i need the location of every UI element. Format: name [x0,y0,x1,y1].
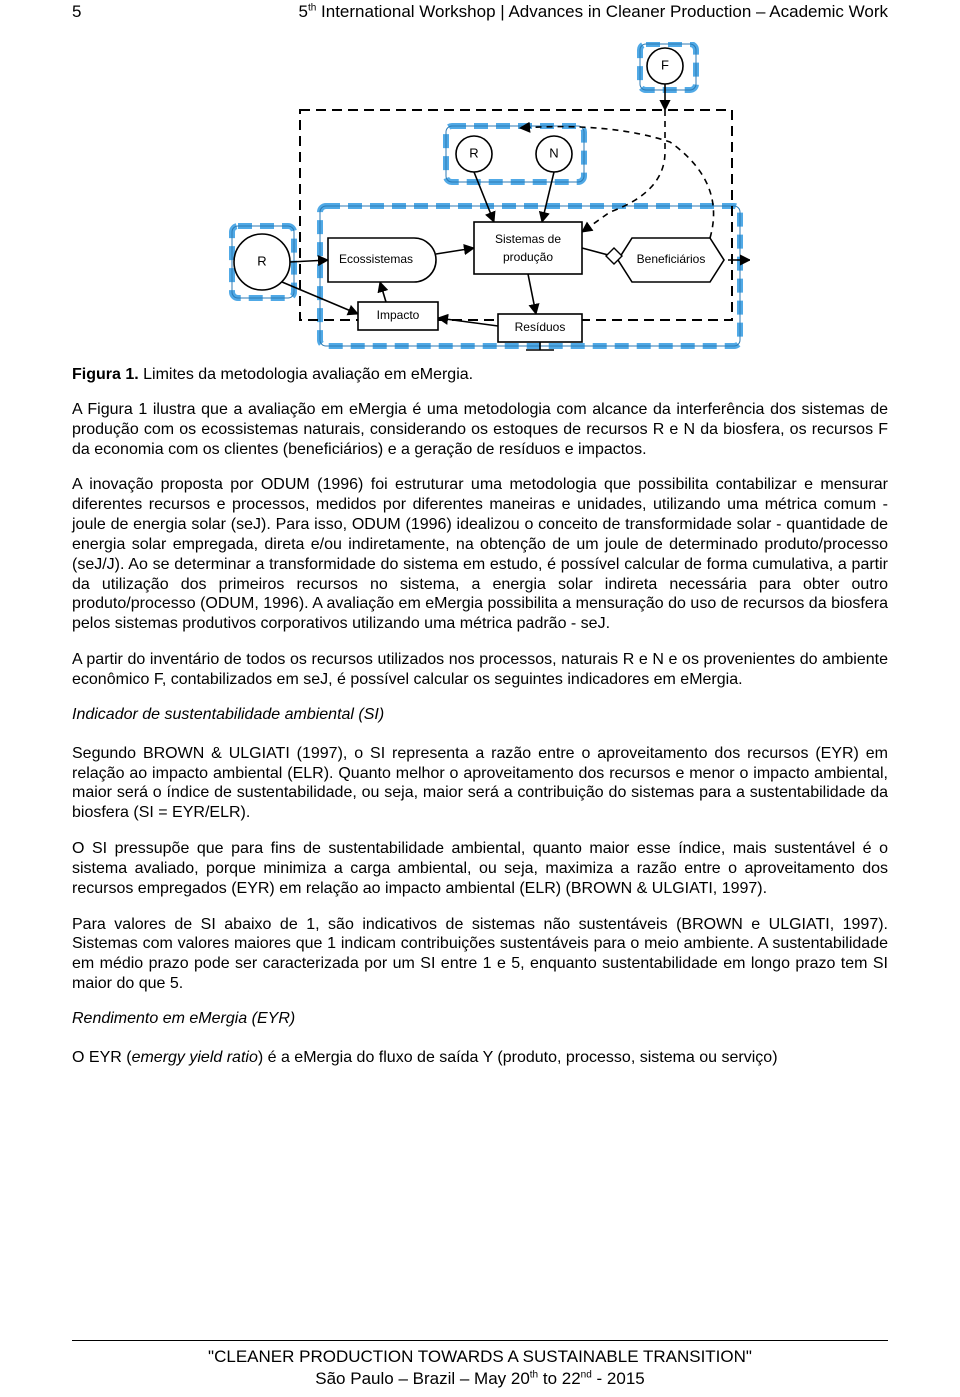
paragraph-1: A Figura 1 ilustra que a avaliação em eM… [72,400,888,459]
svg-text:Resíduos: Resíduos [515,320,566,334]
paragraph-4: Segundo BROWN & ULGIATI (1997), o SI rep… [72,744,888,823]
paragraph-7: O EYR (emergy yield ratio) é a eMergia d… [72,1048,888,1068]
page-header: 5 5th International Workshop | Advances … [72,0,888,22]
header-title: 5th International Workshop | Advances in… [92,2,888,22]
figure-1: F R N R Ecossistemas Sistemas de produção Benef… [210,42,750,352]
paragraph-3: A partir do inventário de todos os recur… [72,650,888,690]
svg-text:N: N [549,145,558,160]
section-heading-eyr: Rendimento em eMergia (EYR) [72,1010,888,1028]
svg-text:produção: produção [503,250,553,264]
svg-text:Impacto: Impacto [377,308,420,322]
svg-text:R: R [257,253,266,268]
svg-text:Beneficiários: Beneficiários [637,252,706,266]
paragraph-5: O SI pressupõe que para fins de sustenta… [72,839,888,898]
svg-text:R: R [469,145,478,160]
svg-text:Ecossistemas: Ecossistemas [339,252,413,266]
paragraph-6: Para valores de SI abaixo de 1, são indi… [72,915,888,994]
svg-text:Sistemas de: Sistemas de [495,232,561,246]
footer-line-1: "CLEANER PRODUCTION TOWARDS A SUSTAINABL… [208,1347,752,1366]
paragraph-2: A inovação proposta por ODUM (1996) foi … [72,475,888,634]
page-footer: "CLEANER PRODUCTION TOWARDS A SUSTAINABL… [72,1340,888,1389]
footer-line-2: São Paulo – Brazil – May 20th to 22nd - … [72,1369,888,1389]
page-number: 5 [72,2,92,22]
svg-text:F: F [661,57,669,72]
section-heading-si: Indicador de sustentabilidade ambiental … [72,706,888,724]
figure-caption: Figura 1. Limites da metodologia avaliaç… [72,366,888,384]
emergia-diagram: F R N R Ecossistemas Sistemas de produção Benef… [210,42,750,352]
